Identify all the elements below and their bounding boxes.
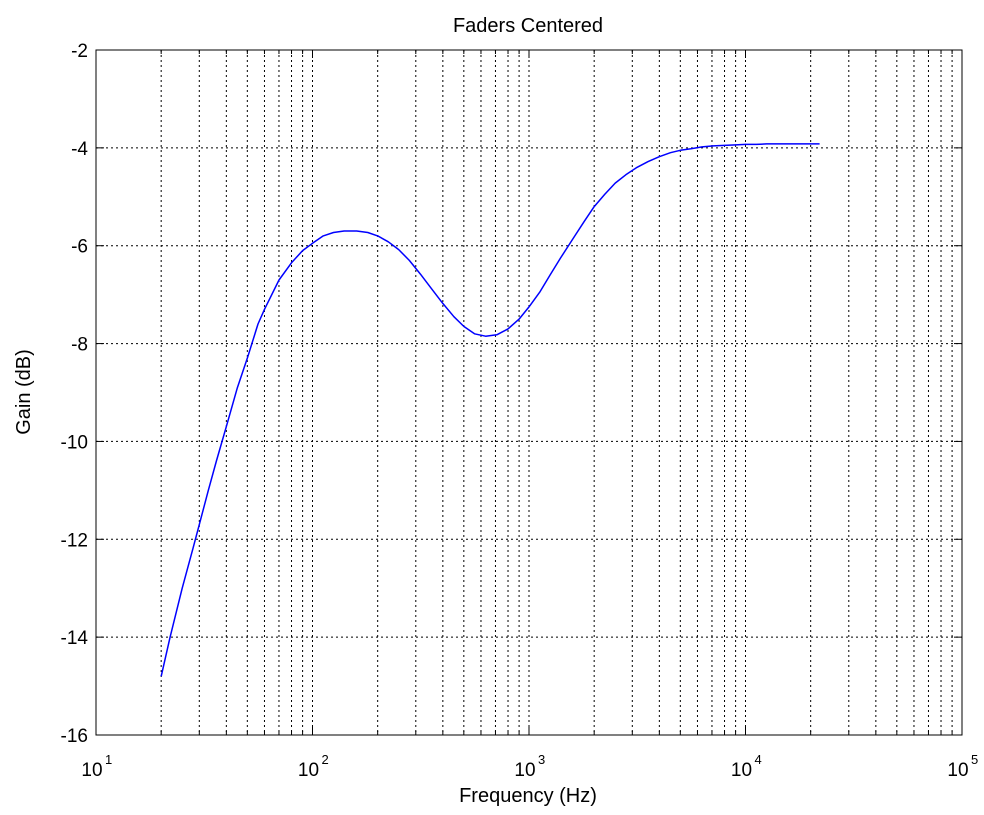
- plot-background: [96, 50, 962, 735]
- series-line: [160, 143, 820, 677]
- y-axis-tick-labels: -2 -4 -6 -8 -10 -12 -14 -16: [61, 41, 89, 747]
- y-tick-label: -12: [61, 530, 88, 551]
- x-tick-label-base: 10: [298, 760, 319, 781]
- chart-title: Faders Centered: [453, 15, 603, 37]
- x-tick-label-base: 10: [947, 760, 968, 781]
- y-tick-label: -8: [71, 335, 88, 356]
- x-tick-label-exponent: 4: [755, 752, 762, 767]
- x-tick-label: 104: [731, 752, 762, 781]
- y-tick-label: -14: [61, 628, 89, 649]
- y-tick-label: -6: [71, 237, 88, 258]
- y-tick-label: -4: [71, 139, 88, 160]
- x-tick-label-exponent: 3: [538, 752, 545, 767]
- y-tick-label: -16: [61, 726, 88, 747]
- x-tick-label: 101: [81, 752, 112, 781]
- plot-area: [95, 49, 963, 736]
- x-tick-label-base: 10: [731, 760, 752, 781]
- y-tick-label: -2: [71, 41, 88, 62]
- x-tick-label: 105: [947, 752, 978, 781]
- series-layer: [160, 143, 820, 677]
- x-tick-label: 102: [298, 752, 329, 781]
- grid-lines: [96, 50, 962, 735]
- x-tick-label-exponent: 2: [322, 752, 329, 767]
- tick-marks: [95, 49, 963, 736]
- x-tick-label-exponent: 1: [105, 752, 112, 767]
- x-tick-label-exponent: 5: [971, 752, 978, 767]
- y-axis-label: Gain (dB): [13, 349, 35, 435]
- x-tick-label-base: 10: [81, 760, 102, 781]
- x-axis-label: Frequency (Hz): [459, 785, 597, 807]
- x-tick-label: 103: [514, 752, 545, 781]
- y-tick-label: -10: [61, 432, 88, 453]
- x-tick-label-base: 10: [514, 760, 535, 781]
